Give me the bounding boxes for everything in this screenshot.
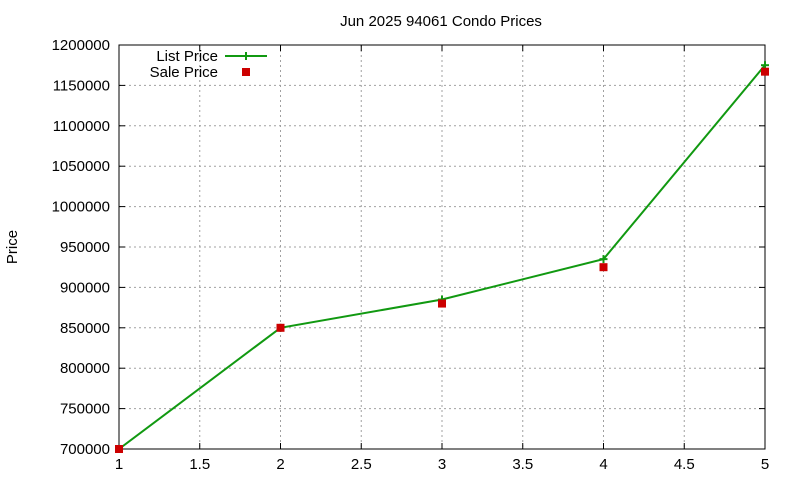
legend-label: Sale Price xyxy=(150,64,218,81)
y-tick-label: 1000000 xyxy=(52,199,110,216)
legend-label: List Price xyxy=(156,48,218,65)
plot-frame xyxy=(118,44,766,450)
y-tick-label: 900000 xyxy=(60,279,110,296)
data-point xyxy=(599,263,608,272)
x-tick-label: 3.5 xyxy=(512,456,533,473)
legend-item-sale-price: Sale Price xyxy=(150,64,250,81)
data-point xyxy=(276,323,285,332)
x-tick-label: 1.5 xyxy=(189,456,210,473)
x-tick-label: 5 xyxy=(761,456,769,473)
data-point xyxy=(438,299,446,308)
x-tick-label: 4 xyxy=(599,456,607,473)
series-layer xyxy=(115,61,769,453)
grid-lines xyxy=(119,45,765,449)
x-tick-label: 1 xyxy=(115,456,123,473)
series-list-price xyxy=(115,61,769,453)
x-tick-label: 2.5 xyxy=(351,456,372,473)
axes: 1 1.5 2 2.5 3 3.5 4 4.5 5 700000 750000 800000 85000… xyxy=(52,37,770,473)
y-tick-label: 800000 xyxy=(60,360,110,377)
y-tick-label: 1050000 xyxy=(52,158,110,175)
x-tick-label: 2 xyxy=(276,456,284,473)
data-point xyxy=(599,255,608,264)
data-point xyxy=(761,67,769,76)
x-tick-label: 3 xyxy=(438,456,446,473)
y-tick-label: 1150000 xyxy=(53,77,110,94)
x-tick-label: 4.5 xyxy=(674,456,695,473)
series-sale-price xyxy=(115,67,769,453)
legend-item-list-price: List Price xyxy=(156,48,267,65)
data-point xyxy=(115,445,123,453)
y-tick-label: 1100000 xyxy=(53,118,110,135)
chart-title: Jun 2025 94061 Condo Prices xyxy=(340,13,542,30)
y-tick-label: 750000 xyxy=(60,401,110,418)
y-tick-label: 950000 xyxy=(60,239,110,256)
y-tick-label: 850000 xyxy=(60,320,110,337)
y-axis-label: Price xyxy=(4,230,21,264)
legend-square-swatch xyxy=(242,68,250,76)
y-tick-label: 700000 xyxy=(60,441,110,458)
y-tick-label: 1200000 xyxy=(52,37,110,54)
